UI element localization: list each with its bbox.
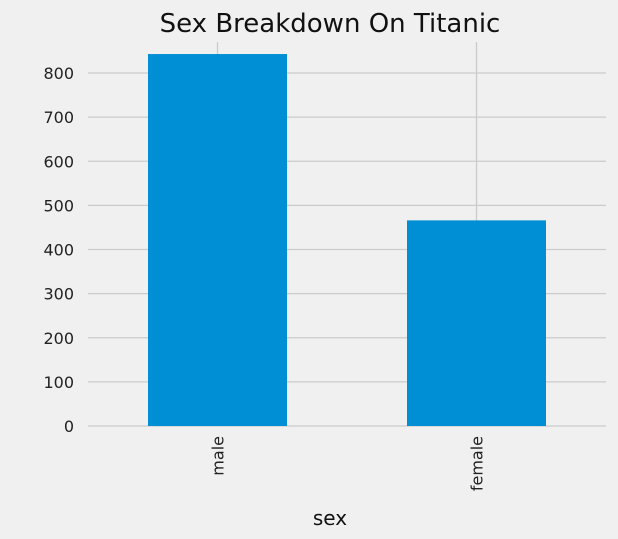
- y-tick-label: 800: [43, 64, 74, 83]
- x-tick-label: male: [209, 436, 228, 476]
- y-tick-label: 100: [43, 373, 74, 392]
- y-tick-label: 300: [43, 285, 74, 304]
- x-tick-labels: male female: [209, 436, 487, 491]
- chart-title: Sex Breakdown On Titanic: [160, 9, 501, 39]
- y-tick-label: 600: [43, 152, 74, 171]
- y-tick-label: 400: [43, 241, 74, 260]
- y-tick-label: 500: [43, 196, 74, 215]
- y-tick-label: 700: [43, 108, 74, 127]
- y-tick-labels: 0 100 200 300 400 500 600 700 800: [43, 64, 74, 436]
- bar-male: [148, 54, 287, 427]
- y-tick-label: 0: [64, 417, 74, 436]
- x-tick-label: female: [468, 436, 487, 491]
- bar-female: [407, 220, 546, 426]
- bars: [148, 54, 546, 427]
- x-axis-label: sex: [313, 506, 347, 530]
- y-tick-label: 200: [43, 329, 74, 348]
